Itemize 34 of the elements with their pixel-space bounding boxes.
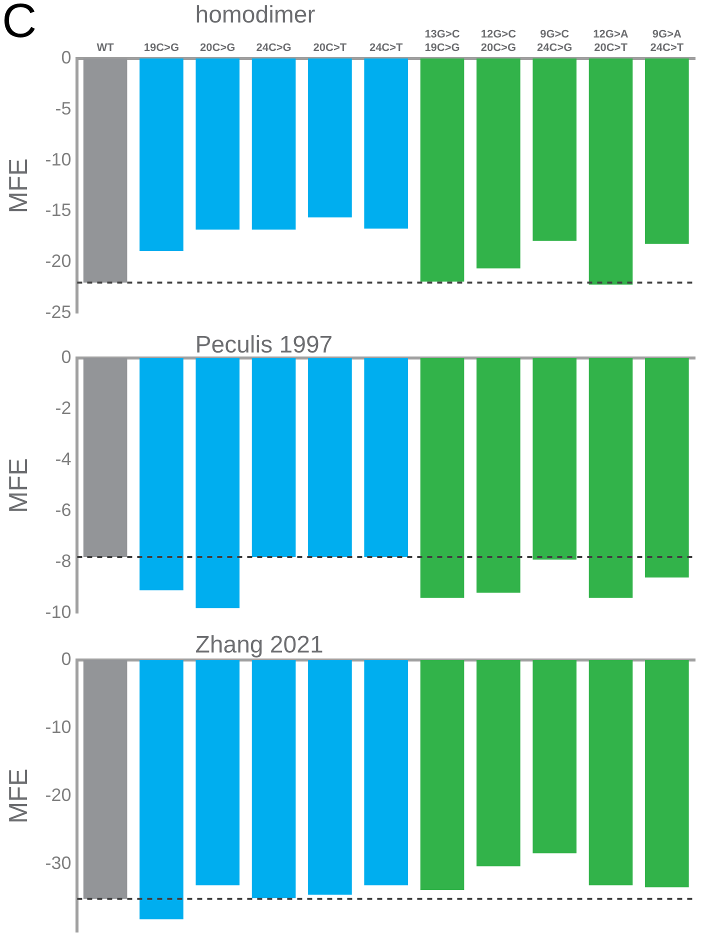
y-tick-label: 0 <box>61 346 72 367</box>
x-tick-label: 24C>T <box>369 42 404 54</box>
y-axis-title: MFE <box>2 768 33 824</box>
y-tick-label: -4 <box>55 449 72 470</box>
x-tick-label: 12G>A 20C>T <box>593 28 628 54</box>
text: C <box>2 0 37 48</box>
y-tick-label: -10 <box>45 149 72 170</box>
y-tick-label: -2 <box>55 398 72 418</box>
x-tick-label: 20C>T <box>313 42 347 54</box>
y-tick-label: -10 <box>45 602 72 622</box>
y-tick-label: -8 <box>55 551 72 572</box>
y-axis-title: MFE <box>2 158 33 214</box>
y-tick-label: 0 <box>61 47 72 68</box>
y-tick-label: -30 <box>45 853 72 874</box>
chart-title: homodimer <box>195 2 316 29</box>
y-tick-label: 0 <box>61 648 72 669</box>
x-tick-label: 9G>C 24C>G <box>537 28 572 54</box>
x-tick-label: 9G>A 24C>T <box>650 28 684 54</box>
x-tick-label: 19C>G <box>144 42 180 54</box>
x-tick-label: 24C>G <box>256 42 292 54</box>
y-tick-label: -15 <box>45 200 72 220</box>
chart-title: Zhang 2021 <box>195 632 324 659</box>
y-axis-title: MFE <box>2 458 33 514</box>
x-tick-label: 20C>G <box>200 42 236 54</box>
x-tick-label: WT <box>96 42 114 54</box>
y-tick-label: -20 <box>45 785 72 806</box>
y-tick-label: -6 <box>55 500 72 520</box>
y-tick-label: -10 <box>45 717 72 738</box>
x-tick-label: 12G>C 20C>G <box>480 28 516 54</box>
y-tick-label: -20 <box>45 251 72 272</box>
y-tick-label: -25 <box>45 302 72 322</box>
x-tick-label: 13G>C 19C>G <box>424 28 460 54</box>
chart-title: Peculis 1997 <box>195 332 333 359</box>
y-tick-label: -5 <box>55 98 72 118</box>
